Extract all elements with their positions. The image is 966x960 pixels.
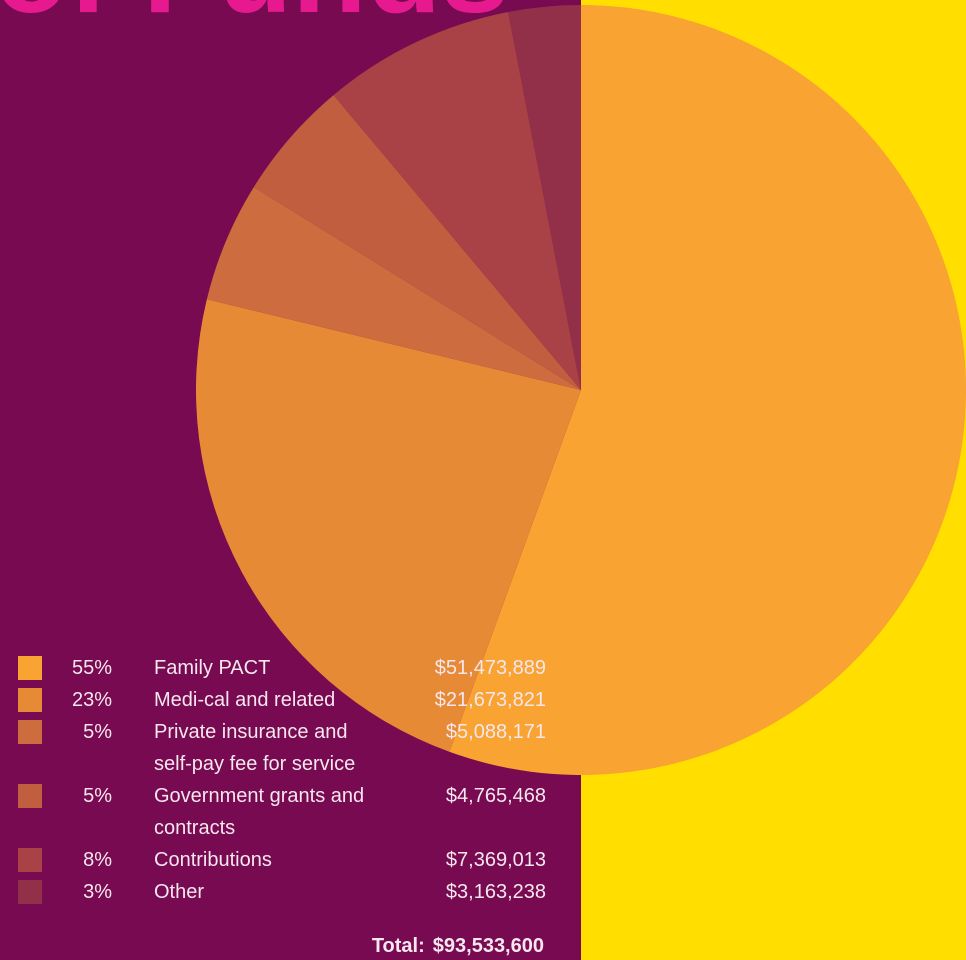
legend-amount: $5,088,171: [445, 721, 546, 743]
total-label: Total:: [371, 935, 425, 957]
pie-slice: [196, 299, 581, 752]
legend-percent: 8%: [83, 849, 112, 871]
legend-label: Family PACT: [154, 657, 271, 679]
legend-percent: 5%: [83, 721, 112, 743]
legend-swatch: [18, 720, 42, 744]
legend-row: 23% Medi-cal and related $21,673,821: [0, 684, 580, 716]
legend-amount: $21,673,821: [434, 689, 546, 711]
legend-row: 3% Other $3,163,238: [0, 876, 580, 908]
legend-label: Contributions: [154, 849, 272, 871]
legend-label: Government grants and contracts: [154, 785, 365, 839]
chart-title: of Funds: [0, 0, 509, 38]
legend-row: 5% Government grants and contracts $4,765,…: [0, 780, 580, 844]
legend-row: 55% Family PACT $51,473,889: [0, 652, 580, 684]
pie-slice: [206, 187, 581, 390]
pie-slice: [333, 11, 581, 390]
legend-percent: 55%: [71, 657, 112, 679]
legend-label: Medi-cal and related: [154, 689, 336, 711]
pie-slice: [449, 5, 966, 775]
total: Total: $93,533,600: [0, 930, 544, 960]
legend-percent: 3%: [83, 881, 112, 903]
legend-swatch: [18, 656, 42, 680]
legend-percent: 5%: [83, 785, 112, 807]
legend-swatch: [18, 688, 42, 712]
legend-label: Private insurance and self-pay fee for s…: [154, 721, 356, 775]
legend-row: 5% Private insurance and self-pay fee for…: [0, 716, 580, 780]
total-value: $93,533,600: [432, 935, 544, 957]
legend-swatch: [18, 848, 42, 872]
legend-swatch: [18, 784, 42, 808]
legend-amount: $51,473,889: [434, 657, 546, 679]
pie-slice: [508, 5, 581, 390]
legend: 55% Family PACT $51,473,889 23% Medi-cal and…: [0, 652, 580, 960]
legend-label: Other: [154, 881, 205, 903]
pie-slice: [253, 95, 581, 391]
legend-amount: $3,163,238: [445, 881, 546, 903]
legend-amount: $7,369,013: [445, 849, 546, 871]
legend-amount: $4,765,468: [445, 785, 546, 807]
legend-percent: 23%: [71, 689, 112, 711]
legend-row: 8% Contributions $7,369,013: [0, 844, 580, 876]
legend-swatch: [18, 880, 42, 904]
